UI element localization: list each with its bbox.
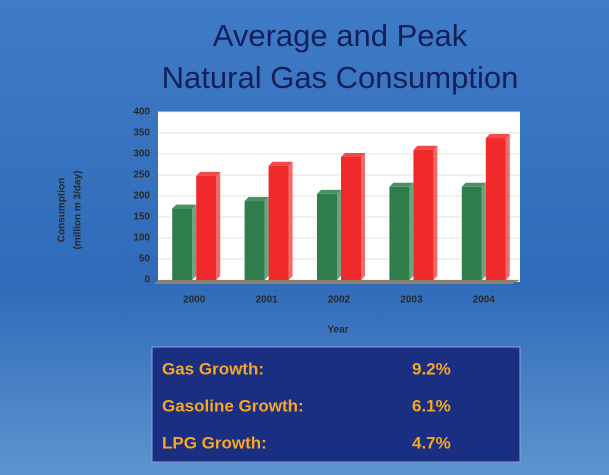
y-tick-label: 350 xyxy=(133,128,150,139)
floor xyxy=(154,280,520,284)
y-axis-label: Consumption xyxy=(57,178,68,242)
chart-title: Average and Peak xyxy=(213,18,468,53)
bar xyxy=(245,201,265,280)
bar xyxy=(462,187,482,280)
slide: Average and Peak Natural Gas Consumption… xyxy=(0,0,609,475)
bar-top xyxy=(196,172,220,176)
bar-side xyxy=(265,197,269,280)
bar xyxy=(413,150,433,280)
y-tick-label: 150 xyxy=(133,212,150,223)
y-tick-label: 200 xyxy=(133,191,150,202)
bar xyxy=(317,194,337,280)
bar-side xyxy=(216,172,220,280)
x-tick-label: 2000 xyxy=(183,295,206,306)
table-label: Gas Growth: xyxy=(162,359,264,378)
x-tick-label: 2003 xyxy=(400,295,423,306)
table-label: Gasoline Growth: xyxy=(162,396,304,415)
y-tick-label: 300 xyxy=(133,149,150,160)
bar-top xyxy=(269,162,293,166)
y-tick-label: 50 xyxy=(139,254,151,265)
bar-side xyxy=(433,146,437,280)
bar-side xyxy=(361,153,365,280)
bar-top xyxy=(317,190,341,194)
bar xyxy=(269,166,289,280)
y-axis-label-group: Consumption (million m 3/day) xyxy=(57,171,84,250)
bar xyxy=(486,138,506,280)
x-tick-label: 2004 xyxy=(473,295,496,306)
bar-top xyxy=(413,146,437,150)
chart: Average and Peak Natural Gas Consumption… xyxy=(0,0,609,475)
chart-title: Natural Gas Consumption xyxy=(162,60,519,95)
bar-side xyxy=(337,190,341,280)
y-tick-label: 100 xyxy=(133,233,150,244)
bar-top xyxy=(245,197,269,201)
x-tick-label: 2001 xyxy=(255,295,278,306)
bar xyxy=(172,209,192,280)
bar xyxy=(341,157,361,280)
bar-side xyxy=(192,205,196,280)
table-value: 4.7% xyxy=(412,433,451,452)
y-tick-label: 400 xyxy=(133,107,150,118)
table-value: 9.2% xyxy=(412,359,451,378)
bar-top xyxy=(486,134,510,138)
bar-side xyxy=(289,162,293,280)
bar-top xyxy=(341,153,365,157)
x-axis-label: Year xyxy=(327,325,348,336)
bar xyxy=(196,176,216,280)
table-value: 6.1% xyxy=(412,396,451,415)
x-tick-label: 2002 xyxy=(328,295,351,306)
bar-side xyxy=(506,134,510,280)
bar-top xyxy=(389,183,413,187)
y-axis-label: (million m 3/day) xyxy=(73,171,84,250)
bar xyxy=(389,187,409,280)
y-tick-label: 0 xyxy=(144,275,150,286)
bar-top xyxy=(172,205,196,209)
y-tick-label: 250 xyxy=(133,170,150,181)
bar-side xyxy=(409,183,413,280)
table-label: LPG Growth: xyxy=(162,433,267,452)
bar-side xyxy=(482,183,486,280)
bar-top xyxy=(462,183,486,187)
